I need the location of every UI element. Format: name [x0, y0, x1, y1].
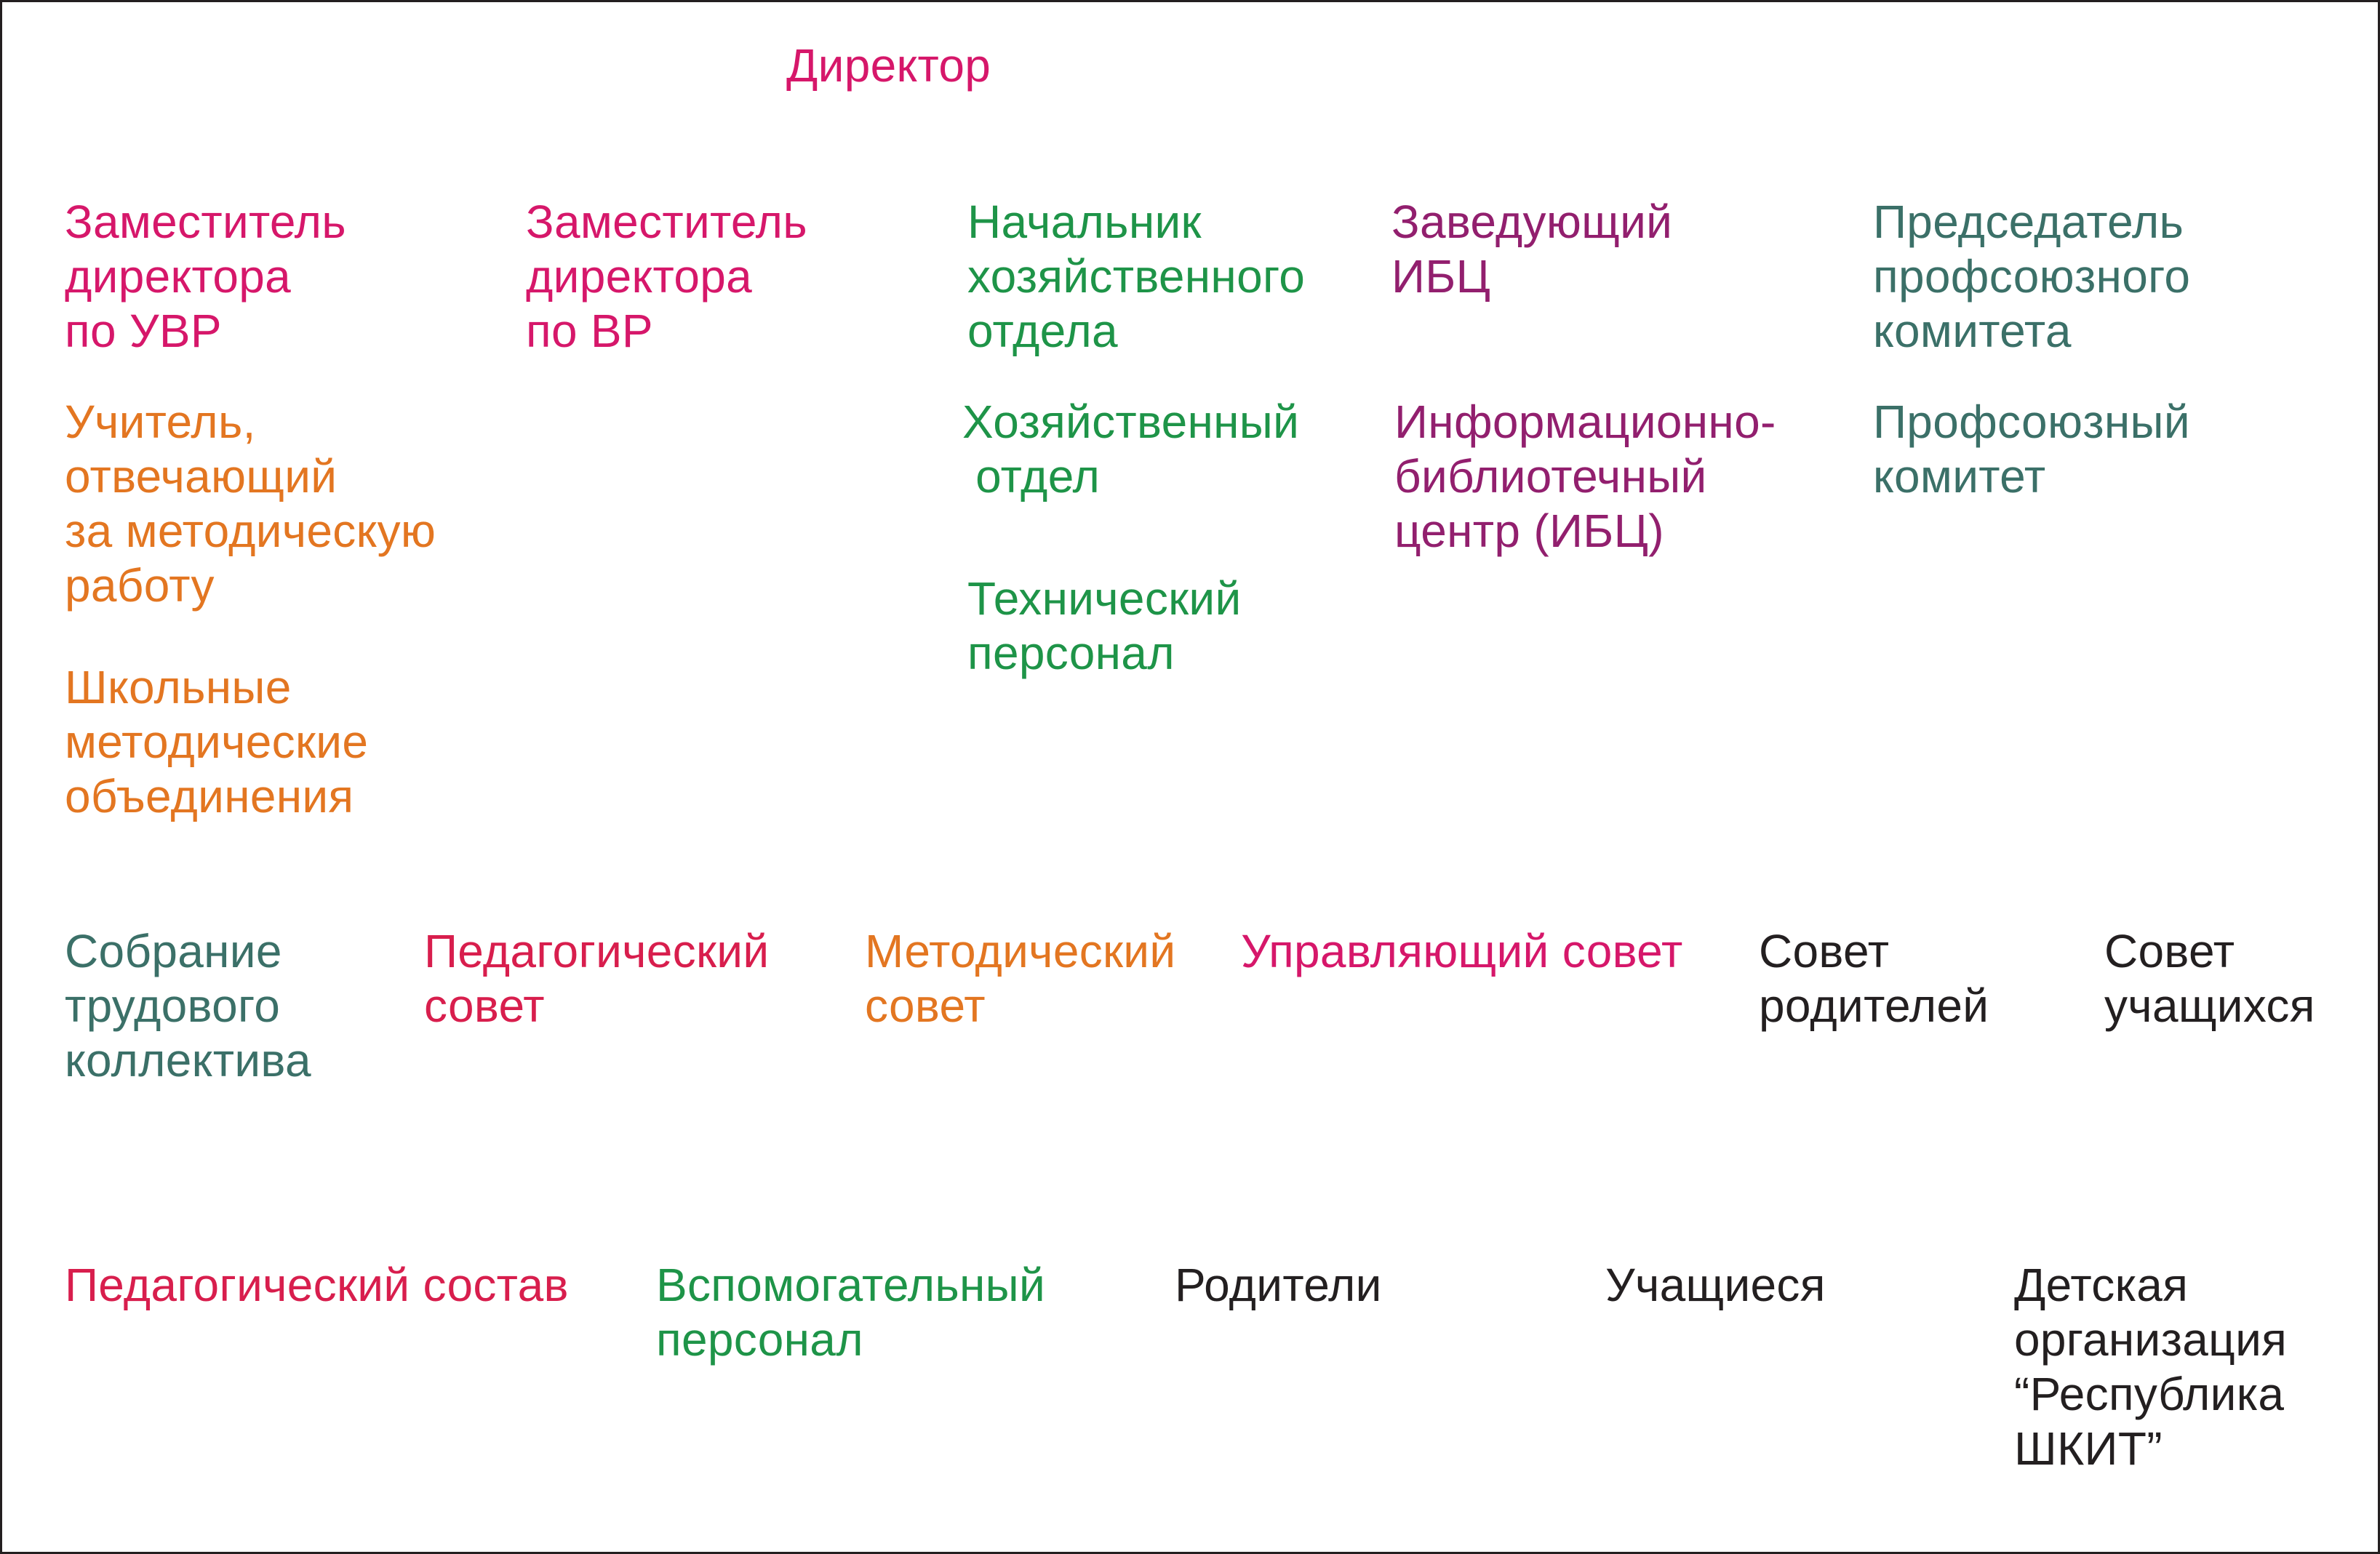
- node-union-committee: Профсоюзный комитет: [1873, 396, 2190, 502]
- node-head-household-dept: Начальник хозяйственного отдела: [967, 196, 1306, 357]
- node-labor-collective-meeting: Собрание трудового коллектива: [65, 925, 311, 1086]
- node-parent-council: Совет родителей: [1759, 925, 1989, 1032]
- node-parents: Родители: [1175, 1259, 1382, 1311]
- node-chair-union-committee: Председатель профсоюзного комитета: [1873, 196, 2191, 357]
- node-pedagogical-staff: Педагогический состав: [65, 1259, 569, 1311]
- node-head-ibc: Заведующий ИБЦ: [1391, 196, 1673, 303]
- node-auxiliary-staff: Вспомогательный персонал: [656, 1259, 1045, 1366]
- node-household-dept: Хозяйственный отдел: [962, 396, 1300, 502]
- node-info-library-center: Информационно- библиотечный центр (ИБЦ): [1394, 396, 1776, 557]
- node-teacher-methodical-work: Учитель, отвечающий за методическую рабо…: [65, 396, 436, 612]
- node-children-organization: Детская организация “Республика ШКИТ”: [2014, 1259, 2288, 1475]
- node-governing-council: Управляющий совет: [1241, 925, 1683, 977]
- node-pedagogical-council: Педагогический совет: [424, 925, 770, 1032]
- node-school-methodical-associations: Школьные методические объединения: [65, 661, 369, 822]
- node-students: Учащиеся: [1605, 1259, 1826, 1311]
- node-technical-staff: Технический персонал: [967, 572, 1242, 679]
- node-student-council: Совет учащихся: [2104, 925, 2315, 1032]
- node-director: Директор: [786, 39, 991, 92]
- node-methodical-council: Методический совет: [865, 925, 1176, 1032]
- node-deputy-director-uvr: Заместитель директора по УВР: [65, 196, 346, 357]
- node-deputy-director-vr: Заместитель директора по ВР: [526, 196, 807, 357]
